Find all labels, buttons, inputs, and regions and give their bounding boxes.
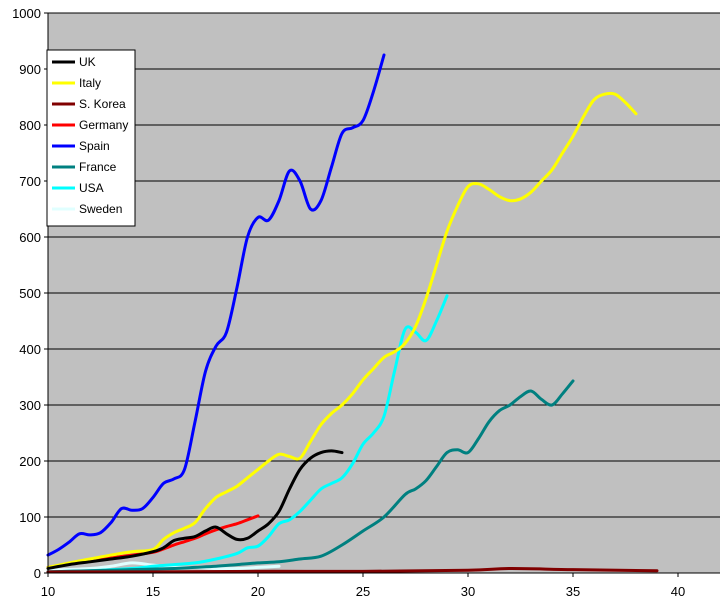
y-tick-label: 0 [34, 566, 41, 581]
y-tick-label: 900 [19, 62, 41, 77]
series-line-s-korea [46, 567, 659, 574]
legend-label-sweden: Sweden [79, 202, 122, 216]
x-tick-label: 20 [251, 584, 265, 599]
x-tick-label: 35 [566, 584, 580, 599]
legend-label-spain: Spain [79, 139, 110, 153]
x-tick-label: 25 [356, 584, 370, 599]
legend: UK Italy S. Korea Germany Spain France USA Swed… [46, 49, 136, 227]
legend-label-italy: Italy [79, 76, 101, 90]
legend-label-uk: UK [79, 55, 96, 69]
series-line-spain [46, 53, 386, 557]
series-line-uk [46, 449, 344, 571]
y-tick-label: 800 [19, 118, 41, 133]
y-tick-label: 300 [19, 398, 41, 413]
y-tick-label: 500 [19, 286, 41, 301]
series-line-italy [46, 91, 638, 569]
legend-label-germany: Germany [79, 118, 128, 132]
y-tick-label: 100 [19, 510, 41, 525]
legend-box [46, 49, 136, 227]
series-lines [46, 53, 659, 574]
y-tick-label: 700 [19, 174, 41, 189]
legend-label-usa: USA [79, 181, 104, 195]
x-tick-label: 10 [41, 584, 55, 599]
y-tick-label: 200 [19, 454, 41, 469]
series-line-france [46, 379, 575, 574]
y-tick-label: 400 [19, 342, 41, 357]
x-tick-label: 40 [671, 584, 685, 599]
x-tick-label: 30 [461, 584, 475, 599]
tick-labels: 0 100 200 300 400 500 600 700 800 900 1000 10 15 20 25… [12, 6, 685, 599]
y-tick-label: 600 [19, 230, 41, 245]
legend-label-s-korea: S. Korea [79, 97, 126, 111]
gridlines [48, 12, 720, 518]
y-tick-label: 1000 [12, 6, 41, 21]
x-tick-label: 15 [146, 584, 160, 599]
legend-label-france: France [79, 160, 117, 174]
